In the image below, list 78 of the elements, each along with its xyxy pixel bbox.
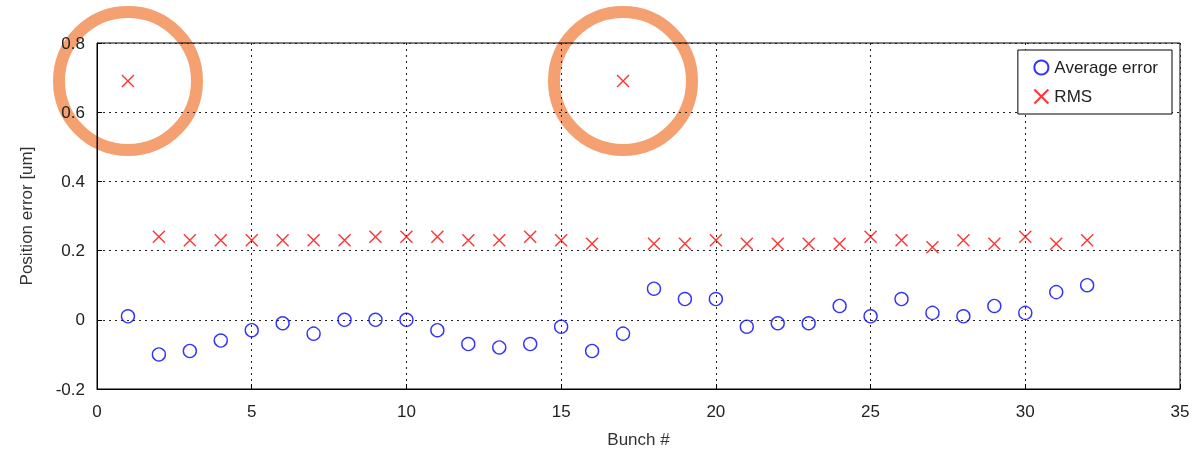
y-axis-title: Position error [um]: [17, 146, 36, 286]
point: [770, 316, 785, 331]
point: [1080, 233, 1094, 247]
x-axis-title: Bunch #: [607, 430, 671, 449]
point: [739, 319, 754, 334]
point: [183, 233, 197, 247]
point: [120, 309, 136, 324]
point: [244, 322, 259, 338]
point: [523, 336, 538, 352]
point: [492, 340, 507, 355]
point: [275, 316, 290, 331]
point: [894, 233, 909, 247]
x-tick-label: 0: [92, 402, 102, 421]
point: [275, 233, 290, 247]
x-tick-label: 10: [396, 402, 416, 421]
point: [585, 236, 599, 251]
point: [306, 326, 321, 341]
y-tick-label: 0: [75, 310, 85, 330]
point: [430, 230, 445, 244]
point: [214, 233, 228, 247]
point: [1049, 284, 1064, 300]
point: [213, 333, 228, 348]
point: [987, 236, 1002, 251]
point: [1049, 236, 1063, 251]
x-tick-label: 35: [1170, 402, 1190, 421]
point: [647, 236, 661, 251]
point: [553, 319, 569, 334]
point: [368, 230, 383, 244]
point: [152, 230, 166, 244]
point: [523, 230, 537, 244]
legend-label: RMS: [1054, 87, 1093, 106]
point: [399, 230, 414, 244]
y-tick-label: 0.4: [61, 171, 85, 191]
point: [1018, 305, 1033, 321]
point: [554, 233, 568, 247]
point: [337, 233, 352, 247]
point: [863, 309, 878, 324]
point: [925, 240, 940, 254]
point: [740, 236, 754, 251]
point: [337, 312, 352, 327]
point: [399, 312, 414, 327]
point: [708, 291, 724, 307]
point: [987, 298, 1002, 314]
point: [368, 312, 383, 327]
point: [245, 233, 259, 247]
point: [1079, 278, 1095, 293]
point: [492, 233, 506, 247]
point: [615, 326, 631, 341]
point: [461, 233, 476, 247]
point: [709, 233, 723, 247]
point: [182, 343, 198, 359]
point: [430, 322, 445, 338]
point: [863, 230, 878, 244]
x-tick-label: 25: [861, 402, 881, 421]
point: [925, 305, 940, 321]
point: [306, 233, 321, 247]
point: [801, 236, 816, 251]
point: [771, 236, 785, 251]
point: [956, 309, 971, 324]
point: [801, 316, 816, 331]
point: [584, 343, 600, 359]
x-tick-label: 5: [246, 402, 257, 421]
x-tick-label: 30: [1015, 402, 1035, 421]
x-tick-label: 15: [551, 402, 571, 421]
point: [832, 298, 847, 314]
point: [832, 236, 847, 251]
x-tick-label: 20: [706, 402, 726, 421]
point: [956, 233, 971, 247]
legend-label: Average error: [1054, 58, 1159, 77]
y-tick-label: 0.2: [61, 241, 85, 261]
point: [677, 291, 693, 307]
point: [461, 336, 476, 352]
point: [1018, 230, 1032, 244]
y-tick-label: -0.2: [55, 379, 85, 399]
point: [678, 236, 692, 251]
point: [646, 281, 662, 296]
point: [894, 291, 909, 307]
point: [151, 347, 167, 362]
